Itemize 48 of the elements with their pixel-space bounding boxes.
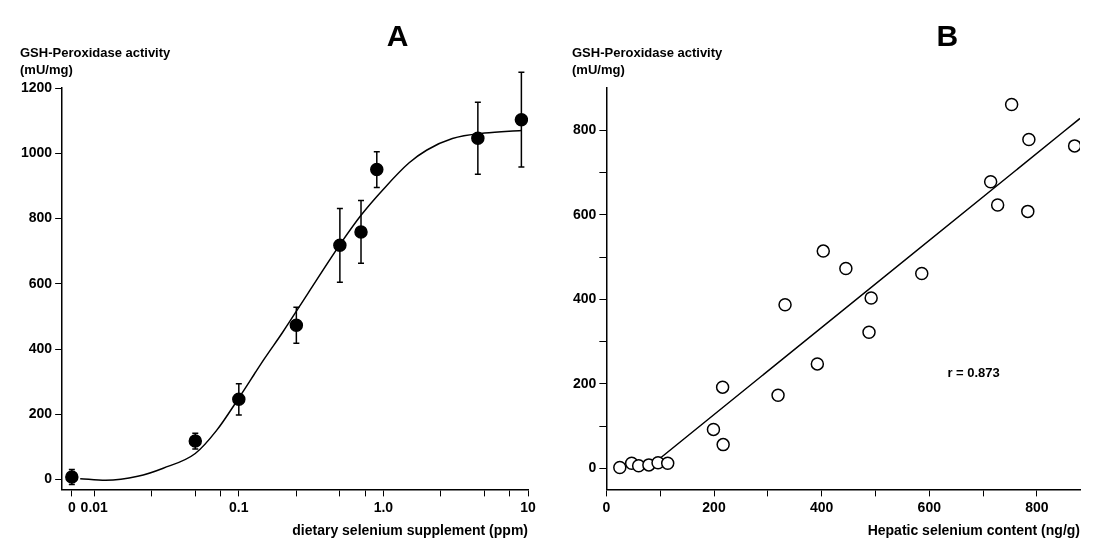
x-tick-label: 1.0 xyxy=(373,498,394,515)
y-axis-title: GSH-Peroxidase activity (mU/mg) xyxy=(20,45,172,77)
x-tick-label: 0.1 xyxy=(229,498,249,515)
x-axis-title: Hepatic selenium content (ng/g) xyxy=(867,522,1080,539)
x-tick-label: 800 xyxy=(1025,498,1049,515)
y-tick-label: 1000 xyxy=(20,144,53,161)
point xyxy=(778,298,792,312)
y-tick-label: 400 xyxy=(28,339,53,356)
point xyxy=(1004,97,1019,112)
y-tick-label: 200 xyxy=(28,405,53,422)
point xyxy=(839,261,853,276)
point xyxy=(716,437,730,452)
chart-title: A xyxy=(386,19,409,52)
y-tick-label: 800 xyxy=(28,209,53,226)
x-axis-title: dietary selenium supplement (ppm) xyxy=(292,522,528,539)
point xyxy=(816,244,831,258)
x-tick-label: 200 xyxy=(702,498,726,515)
point xyxy=(990,198,1005,212)
point xyxy=(862,325,876,339)
point xyxy=(1021,204,1035,219)
point xyxy=(1067,139,1080,153)
y-tick-label: 600 xyxy=(573,205,597,222)
x-tick-label: 10 xyxy=(520,498,536,515)
y-tick-label: 800 xyxy=(573,121,597,138)
x-tick-label: 600 xyxy=(917,498,942,515)
y-axis-title: GSH-Peroxidase activity (mU/mg) xyxy=(572,45,724,77)
x-tick-label: 0 xyxy=(602,498,611,515)
y-tick-label: 400 xyxy=(573,290,597,307)
point xyxy=(915,266,929,281)
point xyxy=(660,456,675,470)
point xyxy=(715,380,730,394)
x-tick-label: 0 xyxy=(67,498,76,515)
point xyxy=(771,388,785,402)
point xyxy=(1022,132,1036,147)
y-tick-label: 0 xyxy=(44,470,53,487)
chart-title: B xyxy=(936,19,959,52)
point xyxy=(706,422,721,437)
point xyxy=(613,460,627,475)
point xyxy=(864,291,878,305)
y-tick-label: 600 xyxy=(28,274,53,291)
point xyxy=(810,357,825,371)
x-tick-label: 400 xyxy=(809,498,834,515)
y-tick-label: 200 xyxy=(573,374,597,391)
y-tick-label: 1200 xyxy=(20,78,53,95)
x-tick-label: 0.01 xyxy=(80,498,109,515)
y-tick-label: 0 xyxy=(588,459,597,476)
point xyxy=(983,175,998,189)
annotation: r = 0.873 xyxy=(947,365,1000,381)
